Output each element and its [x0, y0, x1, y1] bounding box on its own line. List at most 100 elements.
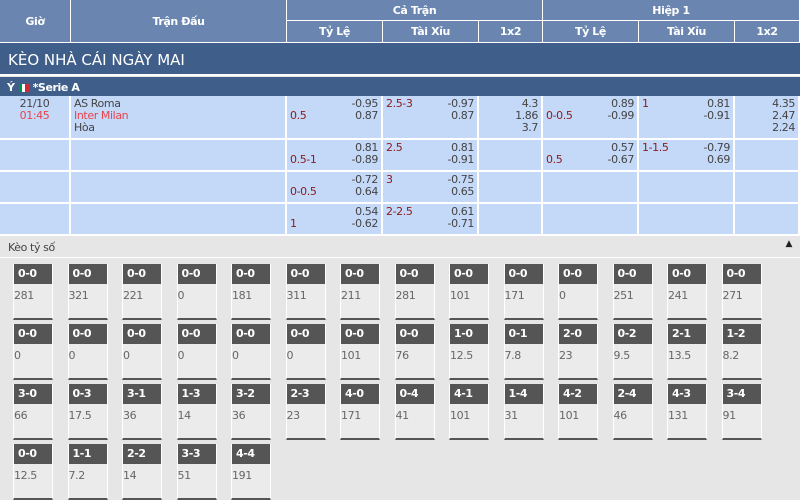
- score-card[interactable]: 0-0 0: [122, 324, 162, 380]
- correct-score-header[interactable]: Kèo tỷ số: [0, 236, 800, 258]
- odds-cell[interactable]: 0.5-1 0.81 -0.89: [287, 140, 383, 172]
- score-odds: 13.5: [668, 349, 691, 362]
- odds-cell[interactable]: 4.3 1.86 3.7: [479, 96, 543, 140]
- score-card[interactable]: 0-0 171: [503, 264, 544, 320]
- score-odds: 31: [504, 409, 519, 422]
- score-card[interactable]: 3-1 36: [122, 384, 162, 440]
- odds-cell[interactable]: 0-0.5 0.89 -0.99: [543, 96, 639, 140]
- score-card[interactable]: 3-3 51: [176, 444, 217, 500]
- score-label: 0-0: [450, 264, 488, 284]
- score-card[interactable]: 0-2 9.5: [612, 324, 653, 380]
- score-card[interactable]: 0-0 0: [285, 324, 326, 380]
- score-card[interactable]: 2-1 13.5: [667, 324, 707, 380]
- score-card[interactable]: 0-0 0: [13, 324, 53, 380]
- score-odds: 0: [177, 289, 185, 302]
- odds-values: 0.54 -0.62: [352, 205, 379, 230]
- score-card[interactable]: 0-0 12.5: [13, 444, 53, 500]
- score-odds: 23: [286, 409, 301, 422]
- score-card[interactable]: 1-0 12.5: [449, 324, 489, 380]
- score-label: 0-0: [68, 324, 107, 344]
- score-card[interactable]: 0-0 0: [231, 324, 271, 380]
- odds-cell[interactable]: [479, 140, 543, 172]
- score-card[interactable]: 0-3 17.5: [67, 384, 108, 440]
- score-card[interactable]: 4-3 131: [667, 384, 707, 440]
- odds-cell[interactable]: [735, 172, 800, 204]
- score-card[interactable]: 0-0 211: [340, 264, 380, 320]
- score-card[interactable]: 0-0 0: [176, 264, 217, 320]
- odds-cell[interactable]: [639, 204, 735, 236]
- score-odds: 23: [559, 349, 573, 362]
- odds-cell[interactable]: [543, 172, 639, 204]
- score-card[interactable]: 0-0 251: [612, 264, 653, 320]
- odds-value: 0.54: [355, 205, 378, 218]
- odds-cell[interactable]: 2-2.5 0.61 -0.71: [383, 204, 479, 236]
- odds-value: 0.64: [355, 185, 378, 198]
- score-card[interactable]: 1-2 8.2: [721, 324, 762, 380]
- score-card[interactable]: 4-0 171: [340, 384, 380, 440]
- score-card[interactable]: 0-0 271: [721, 264, 762, 320]
- odds-cell[interactable]: 0.5 -0.95 0.87: [287, 96, 383, 140]
- score-label: 0-0: [14, 324, 52, 344]
- score-card[interactable]: 0-0 101: [340, 324, 380, 380]
- score-card[interactable]: 3-4 91: [721, 384, 762, 440]
- odds-cell[interactable]: 2.5-3 -0.97 0.87: [383, 96, 479, 140]
- odds-cell[interactable]: [735, 204, 800, 236]
- score-card[interactable]: 0-0 0: [558, 264, 598, 320]
- odds-values: -0.75 0.65: [447, 173, 475, 198]
- odds-cell[interactable]: [735, 140, 800, 172]
- match-teams-cell[interactable]: AS Roma Inter Milan Hòa: [71, 96, 287, 140]
- odds-cell[interactable]: 3 -0.75 0.65: [383, 172, 479, 204]
- away-team: Inter Milan: [74, 109, 129, 122]
- odds-cell[interactable]: 1-1.5 -0.79 0.69: [639, 140, 735, 172]
- score-label: 0-0: [668, 264, 706, 284]
- handicap-line: 3: [386, 173, 393, 186]
- score-card[interactable]: 0-0 0: [67, 324, 108, 380]
- score-card[interactable]: 0-0 181: [231, 264, 271, 320]
- odds-cell[interactable]: 0.5 0.57 -0.67: [543, 140, 639, 172]
- score-card[interactable]: 3-2 36: [231, 384, 271, 440]
- league-row[interactable]: Ý *Serie A: [0, 77, 800, 96]
- score-card[interactable]: 4-1 101: [449, 384, 489, 440]
- odds-cell[interactable]: 1 0.54 -0.62: [287, 204, 383, 236]
- score-card[interactable]: 0-4 41: [394, 384, 435, 440]
- score-card[interactable]: 0-0 321: [67, 264, 108, 320]
- score-card[interactable]: 0-0 221: [122, 264, 162, 320]
- score-card[interactable]: 2-2 14: [122, 444, 162, 500]
- score-card[interactable]: 0-0 281: [394, 264, 435, 320]
- score-card[interactable]: 3-0 66: [13, 384, 53, 440]
- odds-value: 0.57: [611, 141, 634, 154]
- odds-cell[interactable]: [479, 204, 543, 236]
- score-card[interactable]: 0-0 311: [285, 264, 326, 320]
- odds-cell[interactable]: 2.5 0.81 -0.91: [383, 140, 479, 172]
- odds-value: 2.24: [772, 121, 795, 134]
- odds-values: 0.81 -0.91: [704, 98, 731, 122]
- score-card[interactable]: 0-0 76: [394, 324, 435, 380]
- odds-value: -0.75: [447, 173, 475, 186]
- odds-cell[interactable]: [639, 172, 735, 204]
- score-card[interactable]: 0-0 281: [13, 264, 53, 320]
- score-odds: 7.8: [504, 349, 522, 362]
- odds-cell[interactable]: [543, 204, 639, 236]
- score-card[interactable]: 2-4 46: [612, 384, 653, 440]
- score-card[interactable]: 1-1 7.2: [67, 444, 108, 500]
- score-label: 0-0: [341, 324, 379, 344]
- odds-cell[interactable]: 0-0.5 -0.72 0.64: [287, 172, 383, 204]
- score-card[interactable]: 0-0 0: [176, 324, 217, 380]
- score-card[interactable]: 0-0 101: [449, 264, 489, 320]
- collapse-arrow-icon[interactable]: ▲: [785, 239, 792, 249]
- score-card[interactable]: 0-1 7.8: [503, 324, 544, 380]
- score-card[interactable]: 1-4 31: [503, 384, 544, 440]
- score-card[interactable]: 1-3 14: [176, 384, 217, 440]
- score-card[interactable]: 4-4 191: [231, 444, 271, 500]
- score-card[interactable]: 2-0 23: [558, 324, 598, 380]
- score-label: 0-0: [395, 264, 434, 284]
- handicap-line: 2-2.5: [386, 205, 413, 218]
- score-card[interactable]: 2-3 23: [285, 384, 326, 440]
- odds-values: 0.81 -0.89: [352, 142, 379, 166]
- odds-cell[interactable]: 4.35 2.47 2.24: [735, 96, 800, 140]
- score-card[interactable]: 4-2 101: [558, 384, 598, 440]
- score-odds: 91: [722, 409, 737, 422]
- odds-cell[interactable]: [479, 172, 543, 204]
- odds-cell[interactable]: 1 0.81 -0.91: [639, 96, 735, 140]
- score-card[interactable]: 0-0 241: [667, 264, 707, 320]
